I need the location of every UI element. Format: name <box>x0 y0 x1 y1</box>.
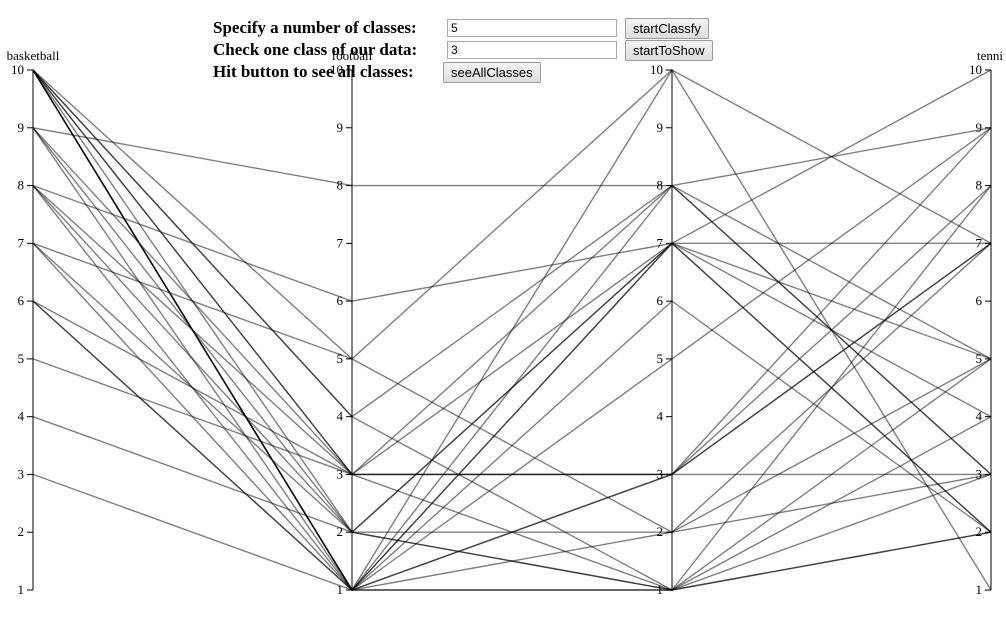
axis-title: tenni <box>977 48 1003 63</box>
class-number-input[interactable] <box>447 41 617 59</box>
data-line <box>32 127 992 187</box>
tick-label: 7 <box>337 235 344 250</box>
axis: 1 2 3 4 5 6 7 8 9 10 <box>650 62 673 597</box>
tick-label: 1 <box>18 582 25 597</box>
tick-label: 2 <box>337 524 344 539</box>
start-to-show-button[interactable]: startToShow <box>625 40 713 61</box>
tick-label: 1 <box>337 582 344 597</box>
axis-title: basketball <box>7 48 60 63</box>
tick-label: 5 <box>976 351 983 366</box>
classes-input[interactable] <box>447 19 617 37</box>
tick-label: 8 <box>337 178 344 193</box>
tick-label: 2 <box>976 524 983 539</box>
tick-label: 2 <box>657 524 664 539</box>
tick-label: 4 <box>657 409 664 424</box>
tick-label: 9 <box>18 120 25 135</box>
tick-label: 5 <box>337 351 344 366</box>
tick-label: 6 <box>976 293 983 308</box>
axis-title: football <box>332 48 373 63</box>
classes-label: Specify a number of classes: <box>213 18 417 37</box>
tick-label: 7 <box>657 235 664 250</box>
start-classify-button[interactable]: startClassfy <box>625 18 709 39</box>
tick-label: 1 <box>976 582 983 597</box>
tick-label: 3 <box>657 466 664 481</box>
hit-label: Hit button to see all classes: <box>213 62 414 81</box>
tick-label: 9 <box>657 120 664 135</box>
data-line <box>32 69 992 592</box>
tick-label: 4 <box>976 409 983 424</box>
tick-label: 8 <box>657 178 664 193</box>
tick-label: 5 <box>657 351 664 366</box>
tick-label: 2 <box>18 524 25 539</box>
tick-label: 9 <box>337 120 344 135</box>
tick-label: 8 <box>976 178 983 193</box>
tick-label: 10 <box>969 62 982 77</box>
tick-label: 8 <box>18 178 25 193</box>
check-label: Check one class of our data: <box>213 40 418 59</box>
data-line <box>32 69 992 476</box>
tick-label: 5 <box>18 351 25 366</box>
tick-label: 10 <box>650 62 663 77</box>
tick-label: 1 <box>657 582 664 597</box>
tick-label: 7 <box>18 235 25 250</box>
data-line <box>32 242 992 533</box>
tick-label: 3 <box>976 466 983 481</box>
tick-label: 4 <box>18 409 25 424</box>
tick-label: 3 <box>337 466 344 481</box>
see-all-classes-button[interactable]: seeAllClasses <box>443 62 541 83</box>
tick-label: 10 <box>11 62 24 77</box>
data-line <box>32 69 992 591</box>
tick-label: 9 <box>976 120 983 135</box>
tick-label: 4 <box>337 409 344 424</box>
tick-label: 7 <box>976 235 983 250</box>
tick-label: 6 <box>337 293 344 308</box>
tick-label: 10 <box>330 62 343 77</box>
data-lines <box>32 68 992 592</box>
axes: 12345678910basketball12345678910football… <box>7 48 1004 597</box>
tick-label: 6 <box>657 293 664 308</box>
tick-label: 3 <box>18 466 25 481</box>
tick-label: 6 <box>18 293 25 308</box>
